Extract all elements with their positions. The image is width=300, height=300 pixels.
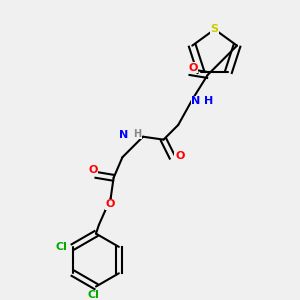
Text: O: O: [88, 166, 98, 176]
Text: O: O: [175, 151, 184, 161]
Text: Cl: Cl: [87, 290, 99, 300]
Text: O: O: [106, 199, 115, 209]
Text: N: N: [119, 130, 128, 140]
Text: S: S: [211, 24, 219, 34]
Text: H: H: [133, 129, 141, 139]
Text: N: N: [191, 96, 200, 106]
Text: H: H: [204, 96, 214, 106]
Text: Cl: Cl: [56, 242, 67, 252]
Text: O: O: [188, 63, 198, 73]
